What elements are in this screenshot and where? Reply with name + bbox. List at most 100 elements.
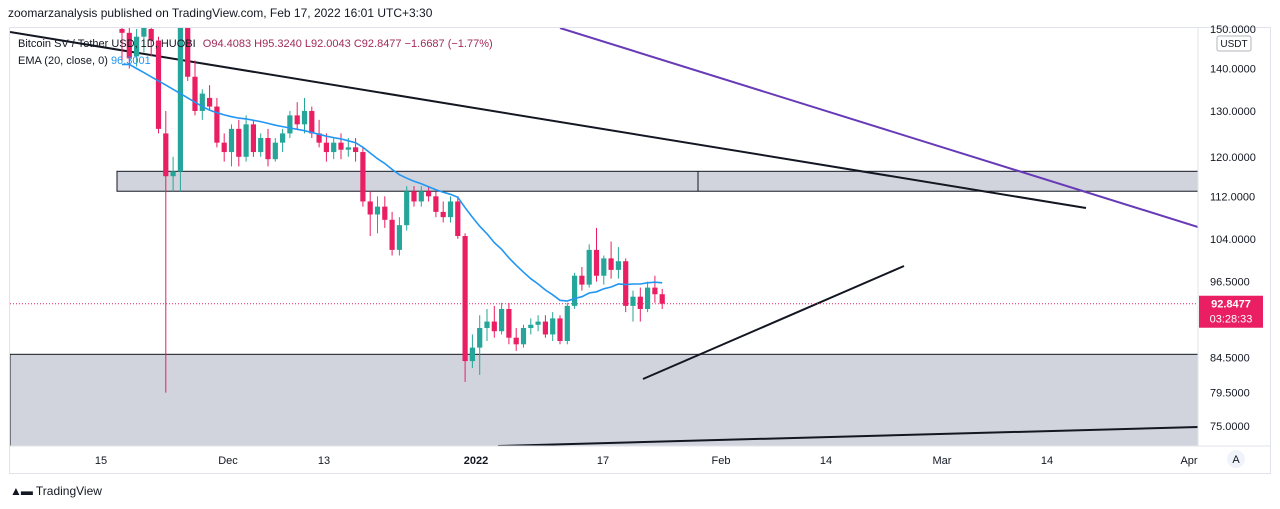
ema-value: 96.3001 bbox=[110, 55, 151, 67]
candle-body bbox=[148, 29, 154, 41]
y-tick-label: 104.0000 bbox=[1210, 234, 1256, 246]
candle-body bbox=[374, 206, 381, 215]
candle-body bbox=[455, 201, 461, 237]
candle-body bbox=[652, 287, 658, 295]
candle-body bbox=[623, 261, 629, 306]
candle-body bbox=[134, 36, 140, 57]
candle-body bbox=[265, 138, 271, 160]
currency-badge-label: USDT bbox=[1220, 39, 1247, 50]
candle-body bbox=[659, 294, 665, 304]
candle-body bbox=[185, 28, 191, 77]
candle-body bbox=[630, 296, 636, 306]
candle-body bbox=[119, 29, 125, 33]
ema-label[interactable]: EMA (20, close, 0) bbox=[18, 55, 108, 67]
y-tick-label: 79.5000 bbox=[1210, 388, 1250, 400]
candle-body bbox=[491, 321, 497, 332]
candle-body bbox=[228, 128, 235, 153]
candle-body bbox=[411, 191, 417, 202]
candle-body bbox=[404, 191, 410, 226]
resistance-zone bbox=[116, 170, 1198, 192]
candle-body bbox=[199, 93, 205, 111]
y-tick-label: 130.0000 bbox=[1210, 106, 1256, 118]
x-tick-label: Mar bbox=[933, 455, 952, 467]
candle-body bbox=[338, 142, 344, 150]
candle-body bbox=[177, 28, 183, 172]
candle-body bbox=[499, 308, 505, 332]
candle-body bbox=[287, 115, 293, 134]
ascending-support-line bbox=[642, 265, 905, 380]
ema-line bbox=[122, 63, 663, 302]
symbol-title[interactable]: Bitcoin SV / Tether USD, 1D, HUOBI bbox=[18, 38, 196, 50]
x-tick-label: 15 bbox=[95, 455, 107, 467]
candle-body bbox=[535, 321, 541, 325]
candle-body bbox=[163, 133, 169, 177]
x-tick-label: Apr bbox=[1180, 455, 1197, 467]
candle-body bbox=[506, 308, 512, 338]
candle-body bbox=[323, 142, 329, 153]
candle-body bbox=[645, 287, 651, 309]
candle-body bbox=[207, 97, 213, 107]
x-tick-label: Feb bbox=[712, 455, 731, 467]
demand-zone bbox=[10, 353, 1198, 446]
candle-body bbox=[396, 225, 402, 250]
countdown-timer: 03:28:33 bbox=[1210, 314, 1253, 326]
candle-body bbox=[272, 142, 278, 160]
candle-body bbox=[462, 236, 468, 362]
auto-scale-button bbox=[1227, 450, 1245, 468]
candle-body bbox=[367, 201, 373, 215]
bottom-trendline bbox=[497, 426, 1198, 446]
candle-body bbox=[301, 110, 308, 125]
x-tick-label: 17 bbox=[597, 455, 609, 467]
candle-body bbox=[389, 219, 395, 250]
chart-frame[interactable] bbox=[9, 27, 1271, 474]
candle-body bbox=[360, 152, 366, 202]
current-price-value: 92.8477 bbox=[1211, 299, 1251, 311]
y-tick-label: 140.0000 bbox=[1210, 64, 1256, 76]
candle-body bbox=[572, 275, 578, 306]
candle-body bbox=[557, 318, 563, 341]
candle-body bbox=[440, 211, 446, 218]
chart-legend: Bitcoin SV / Tether USD, 1D, HUOBI O94.4… bbox=[18, 36, 497, 70]
tradingview-logo-icon: ▲▬ bbox=[10, 484, 33, 498]
candle-body bbox=[155, 40, 162, 129]
candle-body bbox=[309, 110, 315, 134]
candle-body bbox=[469, 347, 475, 362]
candle-body bbox=[593, 249, 600, 276]
y-tick-label: 75.0000 bbox=[1210, 421, 1250, 433]
y-tick-label: 84.5000 bbox=[1210, 353, 1250, 365]
x-tick-label: 14 bbox=[1041, 455, 1053, 467]
candle-body bbox=[601, 258, 607, 276]
candle-body bbox=[586, 249, 592, 285]
x-tick-label: 14 bbox=[820, 455, 832, 467]
footer-brand-label: TradingView bbox=[35, 484, 102, 498]
candle-body bbox=[331, 142, 337, 153]
candle-body bbox=[382, 206, 388, 220]
footer-brand[interactable]: ▲▬ TradingView bbox=[10, 484, 102, 498]
candle-body bbox=[484, 321, 490, 328]
y-tick-label: 120.0000 bbox=[1210, 152, 1256, 164]
candle-body bbox=[477, 327, 483, 348]
candle-body bbox=[250, 124, 256, 153]
candle-body bbox=[236, 128, 242, 157]
publisher-line: zoomarzanalysis published on TradingView… bbox=[8, 6, 433, 20]
candle-body bbox=[170, 171, 176, 177]
candle-body bbox=[520, 327, 527, 345]
x-tick-label: 2022 bbox=[464, 455, 488, 467]
candle-body bbox=[192, 76, 198, 111]
candle-body bbox=[214, 106, 220, 143]
candle-body bbox=[141, 28, 147, 37]
candle-body bbox=[542, 321, 548, 335]
candle-body bbox=[615, 261, 621, 270]
candle-body bbox=[353, 147, 359, 153]
candle-body bbox=[294, 115, 300, 125]
candle-body bbox=[345, 147, 351, 150]
candle-body bbox=[528, 324, 534, 328]
candle-body bbox=[433, 196, 439, 212]
current-price-tag bbox=[1199, 295, 1263, 328]
x-tick-label: Dec bbox=[218, 455, 238, 467]
ohlc-values: O94.4083 H95.3240 L92.0043 C92.8477 −1.6… bbox=[202, 38, 493, 50]
candle-body bbox=[426, 191, 432, 197]
candle-body bbox=[564, 305, 570, 341]
x-tick-label: 13 bbox=[318, 455, 330, 467]
